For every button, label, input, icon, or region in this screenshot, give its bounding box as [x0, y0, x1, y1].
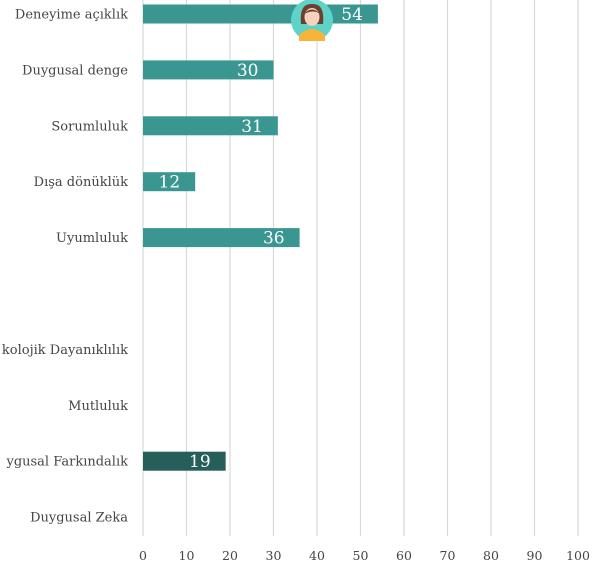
person-avatar-icon	[291, 0, 333, 41]
x-tick-label: 100	[566, 548, 590, 563]
avatar-face	[304, 8, 320, 26]
bar	[143, 172, 196, 192]
data-label: 36	[263, 229, 285, 249]
bar	[143, 228, 300, 248]
category-labels: Deneyime açıklık Duygusal denge Sorumluluk…	[2, 8, 128, 526]
x-tick-label: 20	[222, 548, 238, 563]
data-label: 30	[237, 61, 259, 81]
bar	[143, 116, 278, 136]
x-tick-label: 10	[179, 548, 195, 563]
avatar-shirt	[299, 29, 325, 41]
data-label: 54	[341, 5, 363, 25]
bar	[143, 60, 274, 80]
category-label: kolojik Dayanıklılık	[2, 343, 128, 358]
data-label: 31	[241, 117, 263, 137]
category-label: Deneyime açıklık	[15, 8, 128, 23]
x-tick-label: 60	[396, 548, 412, 563]
x-tick-label: 50	[353, 548, 369, 563]
bar	[143, 451, 226, 471]
avatar-bangs	[304, 9, 320, 14]
chart-bars: 54 30 31 12 36 19	[143, 4, 378, 472]
x-tick-label: 0	[139, 548, 147, 563]
x-tick-label: 70	[440, 548, 456, 563]
category-label: Sorumluluk	[51, 119, 128, 134]
category-label: Uyumluluk	[56, 231, 128, 246]
category-label: Dışa dönüklük	[34, 175, 128, 190]
category-label: ygusal Farkındalık	[5, 455, 128, 470]
data-label: 12	[159, 173, 181, 193]
chart-grid	[142, 0, 579, 536]
data-label: 19	[189, 452, 211, 472]
category-label: Duygusal denge	[22, 63, 128, 78]
category-label: Mutluluk	[68, 399, 128, 414]
category-label: Duygusal Zeka	[30, 511, 128, 526]
x-tick-label: 90	[527, 548, 543, 563]
x-axis-ticks: 0 10 20 30 40 50 60 70 80 90 100	[139, 548, 590, 563]
x-tick-label: 80	[483, 548, 499, 563]
x-tick-label: 40	[309, 548, 325, 563]
x-tick-label: 30	[266, 548, 282, 563]
